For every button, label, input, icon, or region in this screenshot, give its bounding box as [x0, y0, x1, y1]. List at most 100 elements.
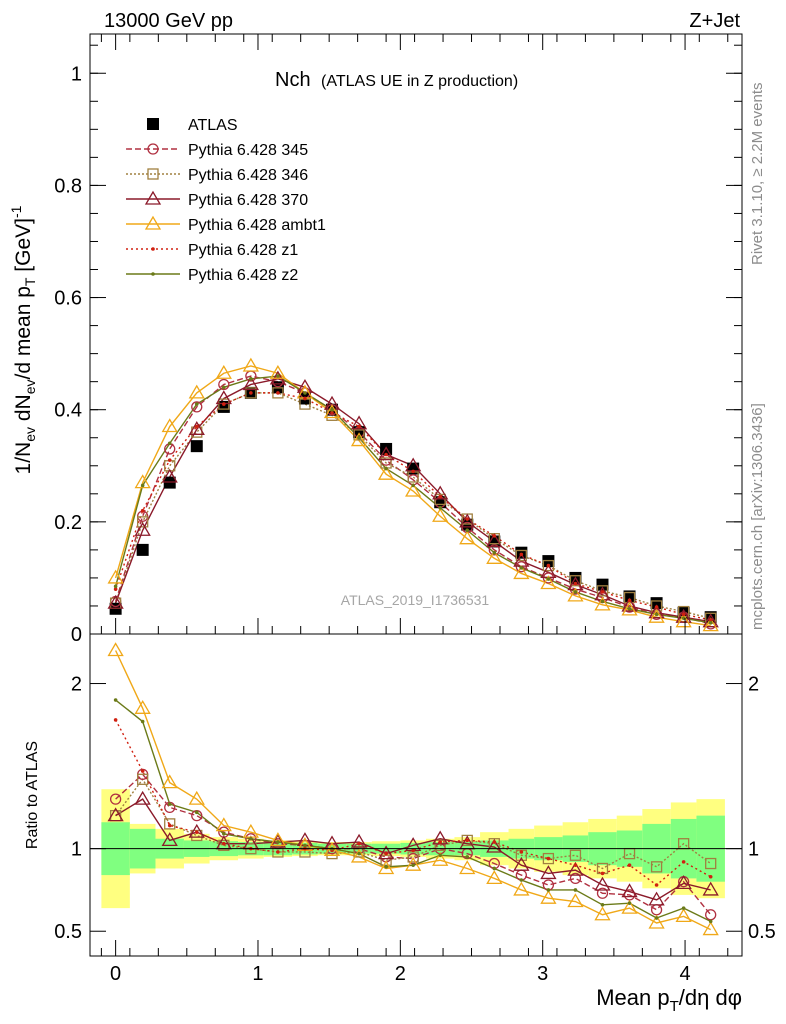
ratio-plot-frame	[89, 633, 743, 957]
main-point-4	[269, 364, 287, 379]
main-point-6	[627, 606, 632, 611]
legend-marker	[151, 247, 155, 251]
main-point-6	[573, 590, 578, 594]
ratio-point-4	[269, 832, 287, 847]
main-point-6	[681, 616, 686, 621]
main-point-3	[242, 376, 259, 391]
ratio-point-4	[432, 851, 449, 866]
main-ytick-label: 0	[71, 624, 82, 646]
ratio-point-4	[134, 700, 151, 714]
ratio-point-5	[465, 838, 470, 843]
ratio-ytick-label-right: 0.5	[748, 921, 776, 943]
main-point-1	[218, 378, 230, 391]
main-point-5	[411, 469, 415, 474]
main-point-0	[190, 440, 203, 453]
ratio-point-3	[702, 881, 719, 896]
main-point-1	[488, 544, 500, 556]
main-point-5	[276, 391, 280, 395]
main-point-4	[702, 617, 719, 632]
main-point-4	[513, 565, 530, 580]
ratio-ytick-label: 1	[71, 839, 82, 861]
ratio-point-6	[194, 810, 199, 815]
ratio-ytick-label-right: 2	[748, 674, 759, 696]
ratio-point-5	[600, 871, 605, 876]
ratio-point-3	[134, 790, 151, 805]
ratio-point-6	[546, 888, 551, 892]
ratio-point-5	[384, 851, 388, 856]
legend-label: Pythia 6.428 345	[188, 142, 308, 159]
process-label: Z+Jet	[689, 10, 740, 32]
main-point-3	[161, 468, 178, 483]
ratio-point-4	[702, 921, 719, 936]
main-point-3	[377, 446, 395, 461]
ratio-point-6	[681, 906, 686, 910]
main-point-6	[519, 566, 524, 570]
ratio-point-3	[377, 845, 395, 860]
main-point-5	[681, 612, 686, 617]
main-point-2	[272, 387, 284, 399]
main-point-6	[384, 466, 388, 471]
ratio-point-3	[161, 832, 178, 847]
ratio-point-6	[600, 903, 605, 907]
legend-label: Pythia 6.428 z2	[188, 267, 298, 284]
ratio-point-6	[222, 832, 226, 836]
main-point-5	[194, 424, 199, 429]
ratio-point-3	[107, 807, 124, 822]
ratio-point-5	[276, 850, 280, 854]
main-point-5	[654, 605, 659, 609]
main-point-5	[600, 590, 605, 594]
ratio-point-1	[650, 904, 663, 916]
legend: ATLAS Pythia 6.428 345 Pythia 6.428 346 Pyt…	[126, 117, 326, 284]
main-line-5	[114, 392, 711, 621]
energy-label: 13000 GeV pp	[104, 10, 233, 32]
main-point-6	[546, 577, 551, 581]
main-point-5	[573, 581, 578, 586]
ratio-point-4	[350, 848, 368, 863]
ratio-point-5	[654, 883, 659, 887]
main-point-6	[330, 407, 334, 412]
legend-label: ATLAS	[188, 117, 238, 134]
main-point-3	[107, 594, 124, 609]
ratio-point-6	[654, 916, 659, 920]
ratio-point-4	[323, 842, 341, 856]
main-point-6	[303, 391, 307, 395]
main-point-4	[377, 465, 395, 480]
main-point-5	[330, 410, 334, 415]
ratio-point-4	[377, 860, 395, 875]
main-point-6	[411, 483, 415, 488]
ratio-point-5	[438, 840, 443, 844]
ratio-point-5	[681, 860, 686, 864]
main-point-4	[188, 384, 205, 399]
ratio-point-5	[113, 718, 118, 722]
ratio-point-6	[573, 888, 578, 892]
ratio-point-6	[492, 866, 497, 871]
ratio-point-6	[276, 840, 280, 844]
ratio-point-3	[269, 833, 287, 848]
ratio-point-4	[594, 906, 611, 921]
main-line-4	[114, 365, 711, 627]
ratio-point-6	[519, 878, 524, 882]
main-point-3	[188, 421, 205, 435]
ratio-point-4	[621, 899, 638, 914]
xtick-label: 3	[537, 963, 548, 985]
main-point-4	[648, 608, 665, 623]
ratio-point-6	[303, 843, 307, 848]
legend-label: Pythia 6.428 346	[188, 167, 308, 184]
main-line-6	[114, 375, 711, 624]
ratio-line-6	[115, 699, 711, 922]
ratio-point-6	[384, 865, 388, 869]
ratio-point-4	[648, 914, 665, 929]
main-point-6	[438, 506, 443, 510]
main-point-0	[623, 590, 636, 603]
main-line-1	[114, 375, 711, 625]
main-point-6	[492, 550, 497, 555]
legend-marker	[144, 190, 162, 205]
main-point-6	[708, 620, 713, 625]
ratio-line-5	[115, 719, 712, 886]
ratio-point-5	[519, 850, 524, 854]
ratio-point-4	[513, 881, 530, 896]
main-ytick-label: 0.2	[54, 512, 82, 534]
ratio-point-5	[708, 874, 713, 879]
main-point-5	[438, 494, 443, 499]
main-point-5	[303, 396, 307, 401]
